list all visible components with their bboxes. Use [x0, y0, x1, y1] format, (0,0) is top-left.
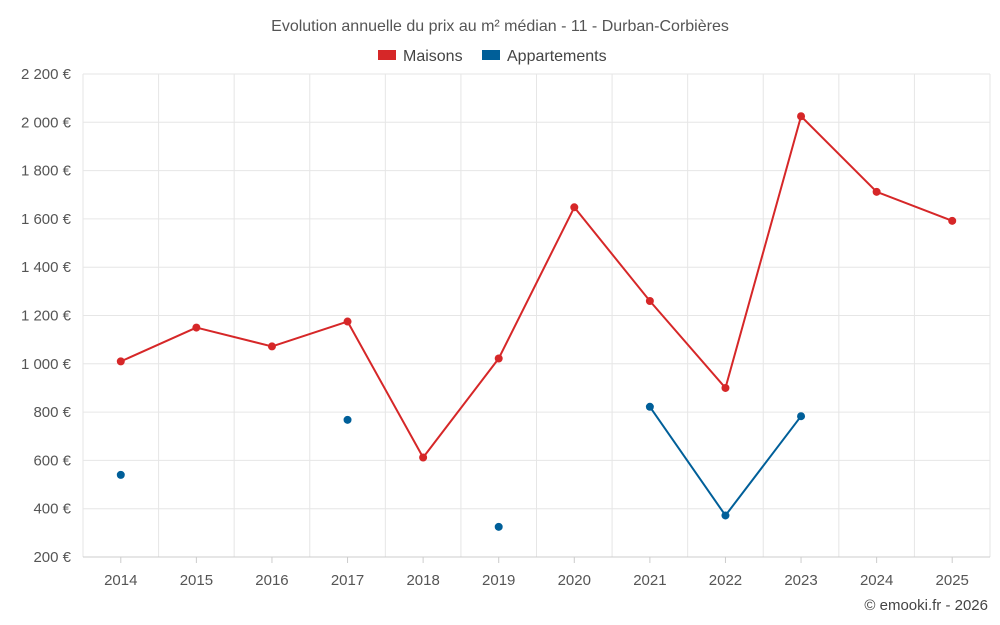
legend: Maisons Appartements [378, 48, 607, 65]
x-tick-label: 2023 [784, 572, 817, 589]
series-line-appartements [649, 406, 802, 517]
data-point-appartements-2014 [116, 470, 125, 479]
data-point-maisons-2016 [267, 342, 276, 351]
y-tick-label: 800 € [33, 404, 71, 421]
data-point-maisons-2017 [343, 317, 352, 326]
x-axis: 2014 2015 2016 2017 2018 2019 2020 2021 2022 2023… [104, 557, 969, 589]
data-point-appartements-2017 [343, 415, 352, 424]
legend-label-maisons: Maisons [403, 48, 463, 65]
series-line-maisons [120, 115, 953, 459]
x-tick-label: 2014 [104, 572, 137, 589]
legend-label-appartements: Appartements [507, 48, 607, 65]
x-tick-label: 2015 [180, 572, 213, 589]
legend-swatch-appartements [482, 50, 500, 60]
data-point-maisons-2022 [721, 383, 730, 392]
data-point-appartements-2019 [494, 522, 503, 531]
data-point-maisons-2021 [645, 297, 654, 306]
y-tick-label: 1 200 € [21, 308, 72, 325]
data-point-appartements-2023 [797, 412, 806, 421]
series-layer [116, 112, 957, 531]
y-tick-label: 600 € [33, 452, 71, 469]
data-point-maisons-2019 [494, 354, 503, 363]
y-tick-label: 1 800 € [21, 163, 72, 180]
data-point-maisons-2024 [872, 187, 881, 196]
y-tick-label: 1 400 € [21, 259, 72, 276]
y-tick-label: 400 € [33, 501, 71, 518]
x-tick-label: 2019 [482, 572, 515, 589]
data-point-maisons-2014 [116, 357, 125, 366]
y-tick-label: 1 600 € [21, 211, 72, 228]
x-tick-label: 2024 [860, 572, 893, 589]
y-tick-label: 1 000 € [21, 356, 72, 373]
x-tick-label: 2021 [633, 572, 666, 589]
x-tick-label: 2017 [331, 572, 364, 589]
x-tick-label: 2016 [255, 572, 288, 589]
data-point-maisons-2015 [192, 323, 201, 332]
legend-swatch-maisons [378, 50, 396, 60]
data-point-maisons-2018 [419, 453, 428, 462]
y-axis: 200 € 400 € 600 € 800 € 1 000 € 1 200 € 1 400 … [21, 66, 72, 566]
x-tick-label: 2020 [558, 572, 591, 589]
y-tick-label: 2 200 € [21, 66, 72, 83]
credit-text: © emooki.fr - 2026 [864, 597, 988, 614]
data-point-maisons-2023 [797, 112, 806, 121]
series-maisons [116, 112, 957, 462]
y-tick-label: 2 000 € [21, 114, 72, 131]
data-point-appartements-2022 [721, 511, 730, 520]
grid [82, 73, 991, 558]
y-tick-label: 200 € [33, 549, 71, 566]
data-point-appartements-2021 [645, 402, 654, 411]
data-point-maisons-2025 [948, 216, 957, 225]
x-tick-label: 2025 [936, 572, 969, 589]
x-tick-label: 2018 [406, 572, 439, 589]
series-appartements [116, 402, 806, 531]
chart-title: Evolution annuelle du prix au m² médian … [271, 18, 729, 35]
x-tick-label: 2022 [709, 572, 742, 589]
data-point-maisons-2020 [570, 203, 579, 212]
